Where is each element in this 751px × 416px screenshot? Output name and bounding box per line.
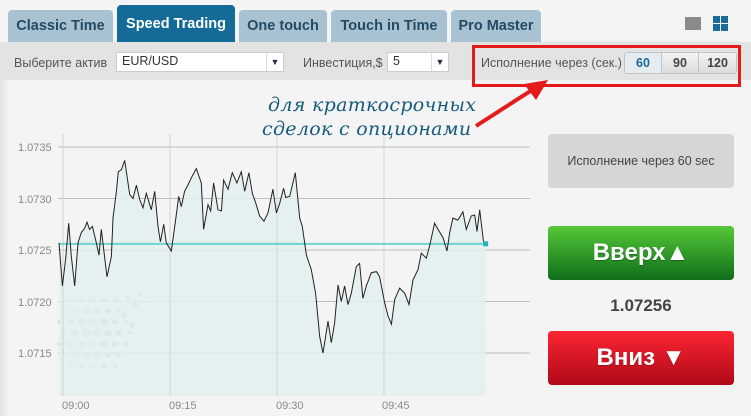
expiry-90-button[interactable]: 90	[662, 53, 699, 73]
x-tick-label: 09:00	[62, 400, 90, 412]
tab-classic-time[interactable]: Classic Time	[8, 10, 113, 42]
up-label: Вверх	[592, 239, 666, 266]
left-shadow	[0, 80, 10, 416]
highlight-box	[472, 45, 741, 87]
annotation-arrow	[474, 88, 534, 128]
asset-label: Выберите актив	[14, 56, 108, 70]
x-tick-label: 09:30	[276, 400, 304, 412]
y-tick-label: 1.0735	[18, 142, 52, 154]
triangle-down-icon: ▼	[655, 344, 686, 371]
expiry-60-button[interactable]: 60	[625, 53, 662, 73]
price-area	[58, 160, 486, 396]
tab-touch-in-time[interactable]: Touch in Time	[331, 10, 447, 42]
put-down-button[interactable]: Вниз ▼	[548, 331, 734, 385]
expiry-info: Исполнение через 60 sec	[548, 134, 734, 188]
annotation-line-2: сделок с опционами	[262, 118, 472, 140]
tab-speed-trading[interactable]: Speed Trading	[117, 5, 235, 42]
triangle-up-icon: ▲	[665, 239, 690, 266]
x-tick-label: 09:15	[169, 400, 197, 412]
arrow-head-icon	[524, 80, 548, 100]
annotation-line-1: для краткосрочных	[268, 94, 477, 116]
tab-one-touch[interactable]: One touch	[239, 10, 327, 42]
expiry-label: Исполнение через (сек.)	[481, 56, 622, 70]
y-tick-label: 1.0725	[18, 245, 52, 257]
asset-value: EUR/USD	[122, 54, 179, 68]
tab-pro-master[interactable]: Pro Master	[451, 10, 541, 42]
price-line	[58, 160, 486, 354]
chevron-down-icon: ▼	[266, 53, 283, 71]
expiry-selector: 60 90 120	[624, 52, 737, 74]
current-price-marker	[483, 241, 489, 247]
call-up-button[interactable]: Вверх ▲	[548, 226, 734, 280]
down-label: Вниз	[596, 344, 656, 371]
y-tick-label: 1.0715	[18, 348, 52, 360]
expiry-120-button[interactable]: 120	[707, 56, 728, 70]
y-tick-label: 1.0730	[18, 194, 52, 206]
grid-view-icon[interactable]	[713, 16, 728, 31]
single-view-icon[interactable]	[685, 17, 701, 30]
current-price: 1.07256	[610, 296, 672, 315]
chevron-down-icon: ▼	[431, 53, 448, 71]
investment-value: 5	[393, 54, 400, 68]
investment-select[interactable]: 5 ▼	[387, 52, 449, 72]
asset-select[interactable]: EUR/USD ▼	[116, 52, 284, 72]
x-tick-label: 09:45	[382, 400, 410, 412]
investment-label: Инвестиция,$	[303, 56, 383, 70]
y-tick-label: 1.0720	[18, 297, 52, 309]
